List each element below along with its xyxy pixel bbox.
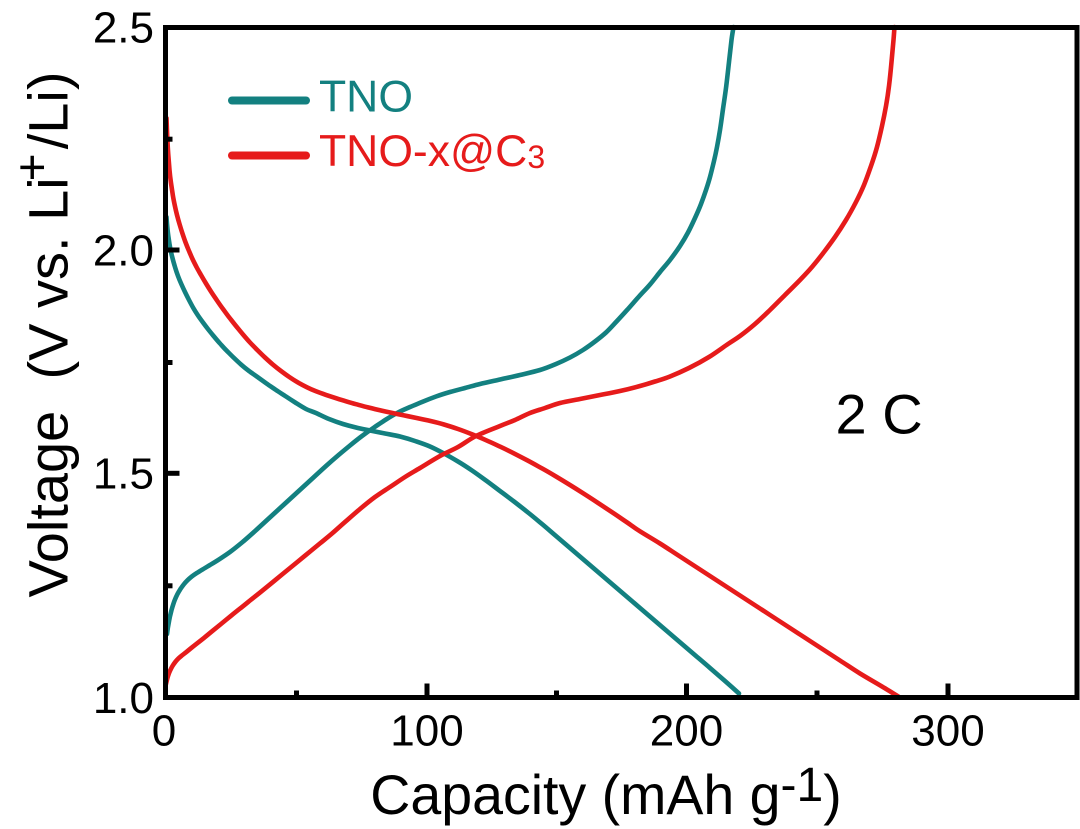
svg-text:300: 300 bbox=[911, 707, 984, 756]
svg-text:2 C: 2 C bbox=[836, 383, 923, 446]
svg-text:TNO-x@C3: TNO-x@C3 bbox=[319, 127, 545, 176]
svg-text:200: 200 bbox=[650, 707, 723, 756]
svg-text:Capacity (mAh g-1): Capacity (mAh g-1) bbox=[370, 759, 841, 826]
svg-text:1.0: 1.0 bbox=[93, 674, 154, 723]
svg-text:0: 0 bbox=[152, 707, 176, 756]
svg-text:TNO: TNO bbox=[319, 73, 413, 122]
svg-text:1.5: 1.5 bbox=[93, 450, 154, 499]
svg-text:100: 100 bbox=[390, 707, 463, 756]
svg-text:2.5: 2.5 bbox=[93, 4, 154, 53]
svg-text:2.0: 2.0 bbox=[93, 226, 154, 275]
